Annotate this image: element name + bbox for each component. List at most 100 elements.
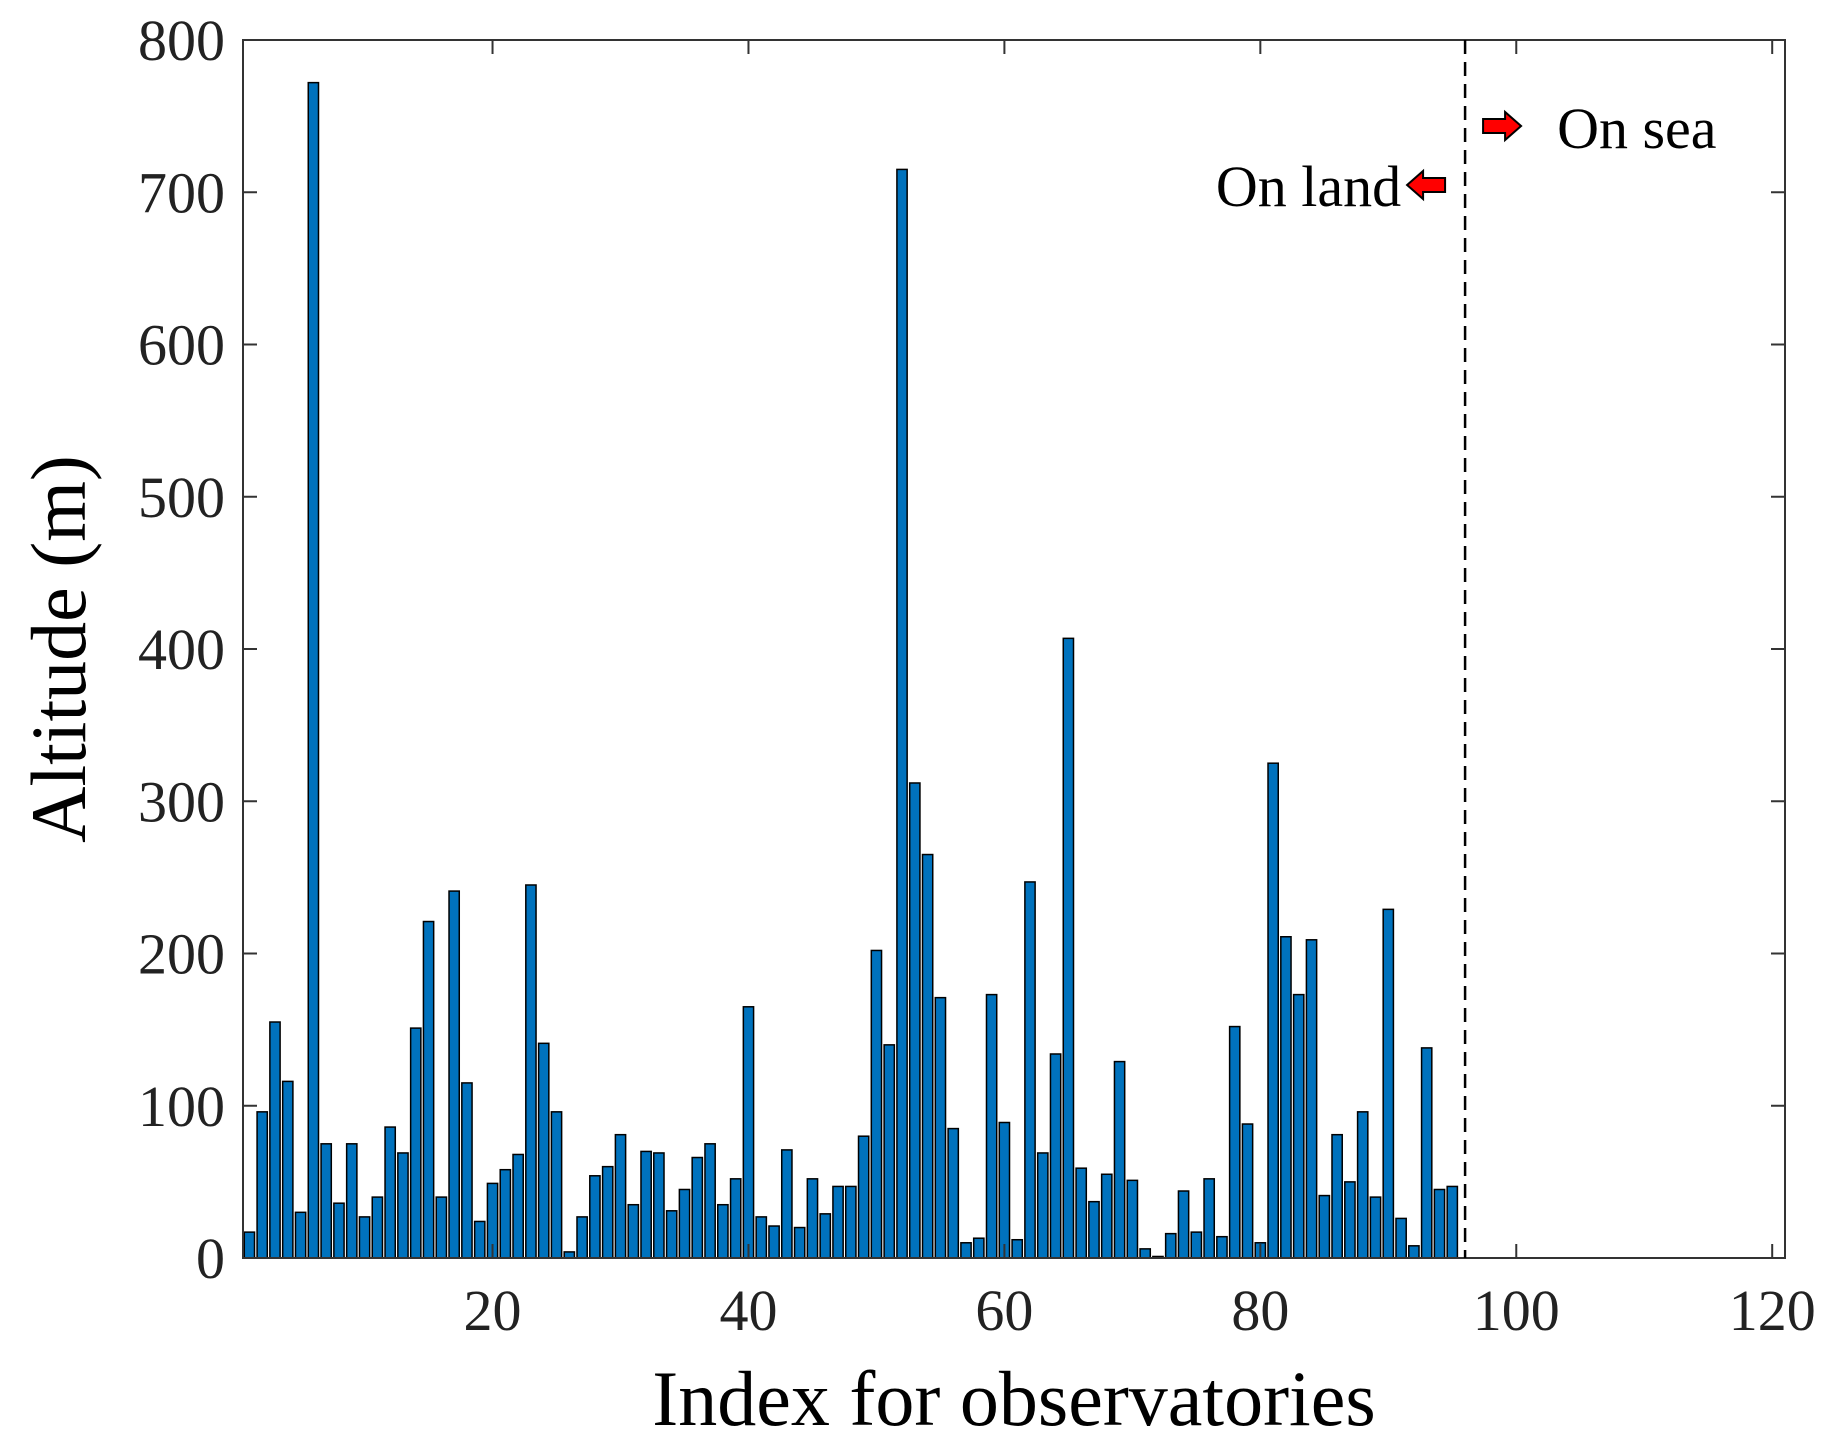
bar	[844, 1185, 857, 1259]
bar	[653, 1152, 665, 1259]
bar	[1216, 1235, 1228, 1259]
bar	[947, 1127, 960, 1259]
bar	[921, 853, 934, 1259]
bar	[832, 1185, 844, 1259]
bar	[1190, 1231, 1203, 1259]
bar	[499, 1168, 512, 1259]
bar	[461, 1082, 473, 1259]
bar	[1100, 1173, 1113, 1259]
bar	[1446, 1185, 1459, 1259]
bar	[960, 1242, 972, 1259]
bar	[1062, 637, 1075, 1259]
x-tick-label: 40	[719, 1278, 777, 1343]
bar	[1395, 1217, 1407, 1259]
bar	[307, 81, 320, 1259]
bar	[717, 1203, 729, 1259]
bar	[448, 890, 461, 1259]
bar	[1164, 1232, 1177, 1259]
bar	[281, 1080, 294, 1259]
bar	[1126, 1179, 1139, 1259]
bar	[1318, 1194, 1331, 1259]
bar	[243, 1231, 256, 1259]
bar	[793, 1226, 806, 1259]
bar	[345, 1143, 358, 1259]
bar	[614, 1133, 627, 1259]
bar	[576, 1216, 588, 1259]
arrow-right-icon	[1482, 109, 1523, 143]
bar	[269, 1021, 281, 1259]
y-tick-label: 300	[138, 769, 225, 834]
bar	[294, 1211, 307, 1259]
bar	[870, 949, 883, 1259]
bar	[1075, 1167, 1088, 1259]
y-tick-label: 500	[138, 465, 225, 530]
y-tick-label: 0	[196, 1226, 225, 1291]
bar	[1420, 1047, 1433, 1259]
x-axis-title: Index for observatories	[652, 1355, 1375, 1442]
bar	[371, 1196, 384, 1259]
bar	[780, 1149, 793, 1259]
bar	[1049, 1053, 1062, 1259]
bar	[972, 1237, 985, 1259]
arrow-left-icon	[1405, 168, 1447, 202]
y-tick-label: 700	[138, 160, 225, 225]
y-axis-title: Altitude (m)	[15, 455, 102, 843]
bar	[1088, 1200, 1100, 1259]
bar	[409, 1027, 422, 1259]
bar	[627, 1203, 640, 1259]
on-land-label: On land	[1216, 154, 1401, 219]
bar	[1369, 1196, 1382, 1259]
bar	[1382, 908, 1395, 1259]
bar	[729, 1178, 742, 1259]
bar	[1011, 1238, 1024, 1259]
x-tick-label: 120	[1729, 1278, 1816, 1343]
bar	[985, 993, 998, 1259]
x-tick-label: 20	[464, 1278, 522, 1343]
bar	[755, 1216, 768, 1259]
plot-frame	[242, 39, 1786, 1259]
bar	[589, 1175, 601, 1259]
bars-group	[243, 81, 1459, 1259]
bar	[333, 1202, 345, 1259]
bar	[768, 1225, 780, 1259]
bar	[422, 920, 435, 1259]
bar	[1292, 993, 1305, 1259]
bar	[704, 1143, 716, 1259]
bar	[512, 1153, 524, 1259]
bar	[1024, 881, 1036, 1259]
bar	[537, 1042, 550, 1259]
y-tick-label: 200	[138, 922, 225, 987]
bar	[358, 1216, 371, 1259]
bar	[1408, 1245, 1420, 1259]
annotation-on-sea: On sea	[1482, 96, 1717, 161]
bar	[896, 168, 908, 1259]
bar	[1228, 1025, 1241, 1259]
bar	[1139, 1248, 1152, 1259]
on-sea-label: On sea	[1557, 96, 1716, 161]
bar	[320, 1143, 333, 1259]
bar	[934, 996, 947, 1259]
bar	[1305, 939, 1318, 1259]
bar	[857, 1135, 870, 1259]
x-tick-label: 60	[975, 1278, 1033, 1343]
bar	[742, 1006, 755, 1259]
bar	[806, 1178, 819, 1259]
bar	[819, 1213, 832, 1259]
y-tick-label: 400	[138, 617, 225, 682]
bar	[397, 1152, 409, 1259]
bar	[908, 782, 921, 1259]
bar	[998, 1121, 1011, 1259]
bar	[1036, 1152, 1049, 1259]
bar	[1356, 1111, 1369, 1259]
bar	[691, 1156, 704, 1259]
bar	[435, 1196, 448, 1259]
bar	[256, 1111, 269, 1259]
bar	[1203, 1178, 1216, 1259]
bar	[678, 1188, 691, 1259]
bar	[1331, 1133, 1343, 1259]
y-tick-label: 600	[138, 313, 225, 378]
bar	[1177, 1190, 1190, 1259]
bar	[1280, 936, 1292, 1259]
y-tick-label: 800	[138, 8, 225, 73]
